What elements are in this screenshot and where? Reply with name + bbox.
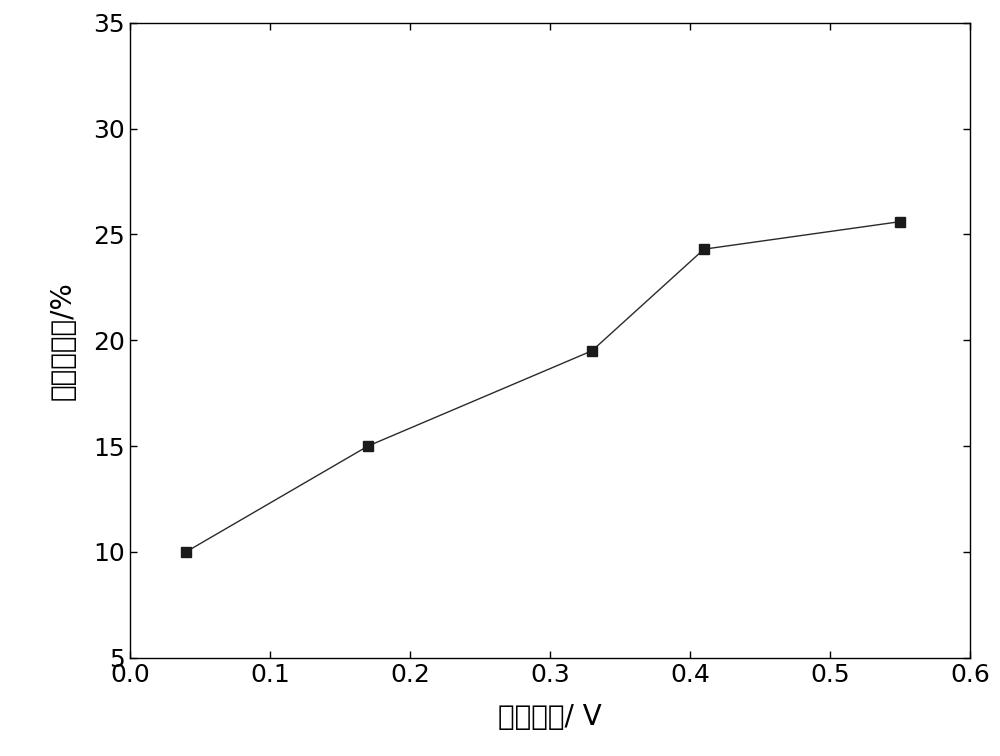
Y-axis label: 氢气回收率/%: 氢气回收率/%	[49, 280, 77, 400]
X-axis label: 外加电压/ V: 外加电压/ V	[498, 703, 602, 731]
